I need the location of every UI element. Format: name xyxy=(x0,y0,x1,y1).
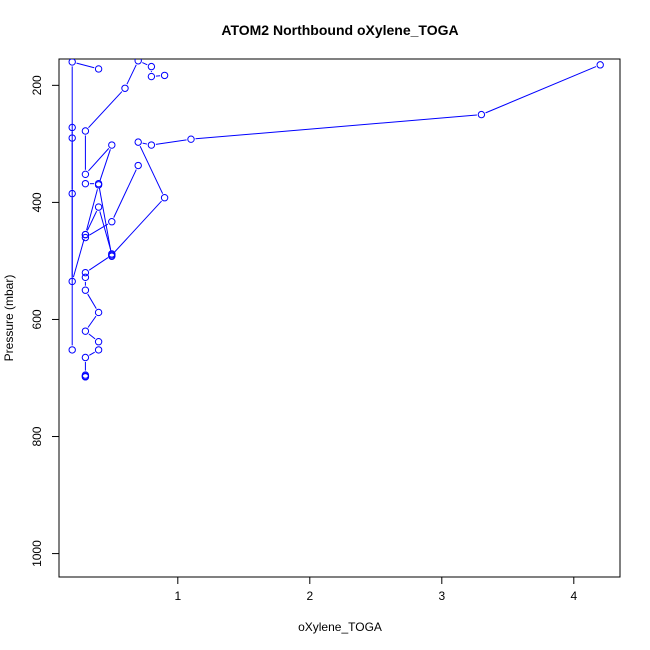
y-tick-label: 600 xyxy=(30,309,44,329)
series-1 xyxy=(81,61,604,381)
y-tick-label: 1000 xyxy=(30,540,44,567)
series-3 xyxy=(81,161,142,260)
data-point xyxy=(108,218,116,226)
data-point xyxy=(187,135,195,143)
y-axis-label: Pressure (mbar) xyxy=(2,275,16,362)
data-point xyxy=(108,141,116,149)
series-line-segment xyxy=(87,315,97,328)
series-line-segment xyxy=(86,210,98,231)
data-point xyxy=(81,286,90,294)
series-line-segment xyxy=(142,142,148,145)
data-point xyxy=(147,141,156,149)
series-line-segment xyxy=(142,62,148,66)
y-axis: 200 400 600 800 1000 xyxy=(30,75,59,567)
data-point xyxy=(134,59,142,65)
series-line-segment xyxy=(89,223,109,236)
data-point xyxy=(81,353,90,362)
series-line-segment xyxy=(88,91,123,129)
chart-title: ATOM2 Northbound oXylene_TOGA xyxy=(221,22,458,38)
data-point xyxy=(94,65,103,73)
series-line-segment xyxy=(114,200,162,253)
data-point xyxy=(94,179,103,188)
data-point xyxy=(81,327,90,335)
data-point xyxy=(81,170,90,179)
data-point xyxy=(68,346,76,354)
data-point xyxy=(160,71,169,80)
data-point xyxy=(81,273,90,282)
series-line-segment xyxy=(98,188,112,252)
series-4 xyxy=(68,59,103,354)
plot-frame xyxy=(58,58,621,578)
x-axis: 1 2 3 4 xyxy=(174,577,577,603)
series-line-segment xyxy=(89,351,95,356)
data-point xyxy=(94,308,103,317)
data-point xyxy=(477,110,486,119)
x-axis-label: oXylene_TOGA xyxy=(298,620,382,634)
data-point xyxy=(81,179,90,188)
y-tick-label: 400 xyxy=(30,192,44,212)
data-point xyxy=(134,138,142,146)
series-line-segment xyxy=(195,114,477,140)
data-point xyxy=(121,84,129,92)
y-tick-label: 800 xyxy=(30,426,44,446)
data-point xyxy=(147,62,156,71)
series-line-segment xyxy=(139,145,164,194)
data-point xyxy=(596,61,604,69)
data-point xyxy=(147,72,156,81)
data-point xyxy=(94,203,103,211)
data-point xyxy=(94,338,103,346)
data-point xyxy=(81,233,90,242)
plot-area xyxy=(68,59,604,381)
x-tick-label: 3 xyxy=(438,589,445,603)
series-line-segment xyxy=(86,189,98,231)
x-tick-label: 4 xyxy=(570,589,577,603)
series-line-segment xyxy=(99,149,111,181)
series-line-segment xyxy=(88,333,96,340)
data-point xyxy=(160,194,169,202)
data-point xyxy=(81,373,90,381)
data-point xyxy=(68,59,76,66)
data-point xyxy=(81,230,90,239)
series-line-segment xyxy=(485,66,597,114)
data-point xyxy=(108,252,116,260)
x-tick-label: 2 xyxy=(306,589,313,603)
series-line-segment xyxy=(113,169,137,218)
series-line-segment xyxy=(99,211,112,250)
x-tick-label: 1 xyxy=(174,589,181,603)
series-line-segment xyxy=(155,139,187,145)
data-point xyxy=(81,127,90,135)
series-line-segment xyxy=(76,62,95,69)
data-point xyxy=(108,250,116,258)
series-line-segment xyxy=(88,148,110,172)
series-line-segment xyxy=(126,64,137,85)
series-line-segment xyxy=(72,238,85,278)
data-point xyxy=(94,346,103,354)
y-tick-label: 200 xyxy=(30,75,44,95)
data-point xyxy=(81,268,90,277)
series-2 xyxy=(68,59,169,286)
series-line-segment xyxy=(87,293,97,309)
data-point xyxy=(134,161,142,170)
series-line-segment xyxy=(88,257,109,271)
